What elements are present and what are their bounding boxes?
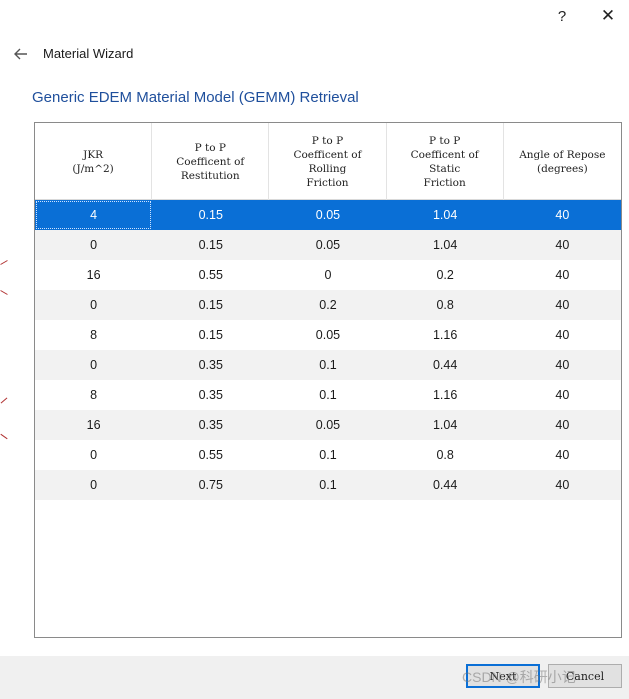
table-cell: 1.16 — [432, 388, 458, 402]
table-cell: 0.35 — [198, 358, 223, 372]
table-row[interactable]: 0 0.75 0.1 0.44 40 — [35, 470, 621, 500]
table-cell: 1.04 — [432, 418, 458, 432]
section-title: Generic EDEM Material Model (GEMM) Retri… — [32, 89, 359, 106]
table-body: 4 0.15 0.05 1.04 40 0 0.15 0.05 1.04 40 16 0.55 0 0.2… — [35, 200, 621, 500]
table-cell: 16 — [86, 418, 101, 432]
table-cell: 40 — [555, 358, 570, 372]
table-cell: 0.8 — [436, 448, 454, 462]
table-cell: 0 — [90, 358, 98, 372]
help-button[interactable]: ? — [546, 4, 578, 28]
table-cell: 0.05 — [315, 418, 341, 432]
table-cell: 40 — [555, 448, 570, 462]
background-line — [0, 260, 8, 265]
material-table[interactable]: JKR (J/m^2) P to P Coefficent of Restitu… — [34, 122, 622, 638]
table-cell: 0.44 — [432, 358, 458, 372]
background-line — [0, 433, 8, 440]
table-cell: 16 — [86, 268, 101, 282]
column-header-rolling-friction[interactable]: P to P Coefficent of Rolling Friction — [269, 123, 387, 200]
table-cell: 40 — [555, 478, 570, 492]
table-row[interactable]: 0 0.35 0.1 0.44 40 — [35, 350, 621, 380]
column-header-static-friction[interactable]: P to P Coefficent of Static Friction — [387, 123, 504, 200]
table-cell: 0.05 — [315, 208, 341, 222]
table-cell: 1.16 — [432, 328, 458, 342]
table-cell: 0 — [324, 268, 332, 282]
column-header-jkr[interactable]: JKR (J/m^2) — [35, 123, 153, 200]
table-cell: 1.04 — [432, 238, 458, 252]
table-cell: 1.04 — [432, 208, 458, 222]
column-header-restitution[interactable]: P to P Coefficent of Restitution — [152, 123, 270, 200]
next-button[interactable]: Next — [466, 664, 540, 688]
table-cell: 0.2 — [436, 268, 454, 282]
table-cell: 0 — [90, 478, 98, 492]
close-button[interactable]: ✕ — [592, 4, 624, 28]
table-cell: 0.55 — [198, 268, 223, 282]
table-row[interactable]: 0 0.15 0.2 0.8 40 — [35, 290, 621, 320]
table-cell: 40 — [555, 208, 570, 222]
table-cell: 8 — [90, 328, 98, 342]
table-cell: 0.35 — [198, 388, 223, 402]
table-cell: 40 — [555, 298, 570, 312]
table-cell: 0 — [90, 448, 98, 462]
table-cell: 8 — [90, 388, 98, 402]
table-cell: 0 — [90, 298, 98, 312]
table-cell: 0.8 — [436, 298, 454, 312]
table-row[interactable]: 0 0.55 0.1 0.8 40 — [35, 440, 621, 470]
table-cell: 40 — [555, 238, 570, 252]
column-header-angle-of-repose[interactable]: Angle of Repose (degrees) — [519, 148, 606, 175]
table-cell: 0.35 — [198, 418, 223, 432]
close-icon: ✕ — [600, 6, 616, 25]
table-cell: 40 — [555, 418, 570, 432]
back-button[interactable] — [10, 44, 32, 64]
table-cell: 0.05 — [315, 328, 341, 342]
table-row[interactable]: 16 0.55 0 0.2 40 — [35, 260, 621, 290]
table-cell: 40 — [555, 268, 570, 282]
table-cell: 0.1 — [319, 388, 337, 402]
table-cell: 0.15 — [198, 328, 223, 342]
background-line — [0, 290, 8, 295]
background-line — [0, 397, 8, 404]
table-cell: 0.2 — [319, 298, 337, 312]
window-title: Material Wizard — [43, 46, 134, 61]
arrow-left-icon — [14, 48, 27, 60]
table-cell: 40 — [555, 388, 570, 402]
table-header: JKR (J/m^2) P to P Coefficent of Restitu… — [35, 123, 621, 200]
table-cell: 0.15 — [198, 208, 223, 222]
table-cell: 0.05 — [315, 238, 341, 252]
cancel-button[interactable]: Cancel — [548, 664, 622, 688]
table-cell: 0 — [90, 238, 98, 252]
table-cell: 0.15 — [198, 238, 223, 252]
table-row[interactable]: 0 0.15 0.05 1.04 40 — [35, 230, 621, 260]
table-row[interactable]: 8 0.35 0.1 1.16 40 — [35, 380, 621, 410]
table-cell: 0.15 — [198, 298, 223, 312]
table-row[interactable]: 16 0.35 0.05 1.04 40 — [35, 410, 621, 440]
table-cell: 40 — [555, 328, 570, 342]
help-icon: ? — [557, 7, 567, 25]
table-cell: 0.1 — [319, 478, 337, 492]
table-cell: 0.1 — [319, 358, 337, 372]
table-cell: 0.55 — [198, 448, 223, 462]
table-cell: 0.75 — [198, 478, 223, 492]
table-row[interactable]: 8 0.15 0.05 1.16 40 — [35, 320, 621, 350]
table-cell: 0.44 — [432, 478, 458, 492]
table-row[interactable]: 4 0.15 0.05 1.04 40 — [35, 200, 621, 230]
table-cell: 0.1 — [319, 448, 337, 462]
table-cell: 4 — [35, 200, 152, 230]
